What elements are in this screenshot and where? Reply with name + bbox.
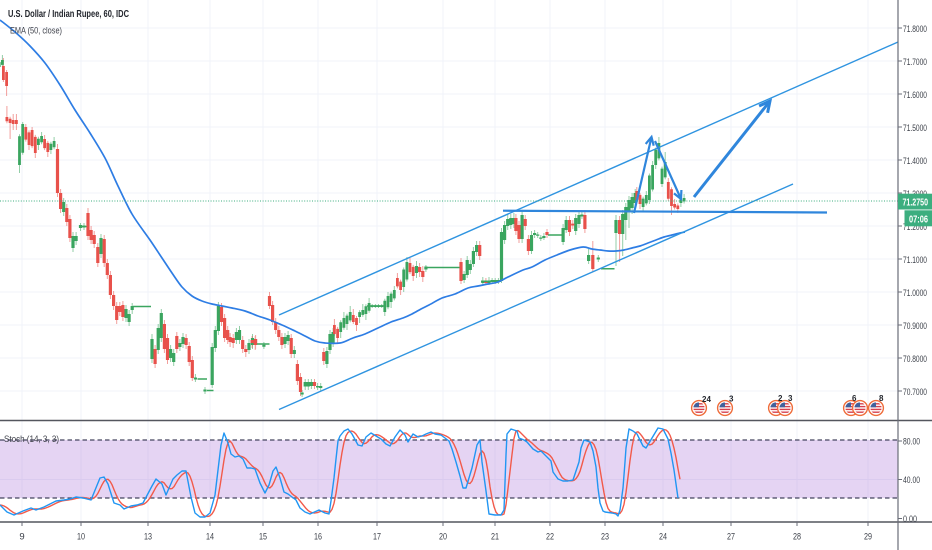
svg-text:71.8000: 71.8000 xyxy=(903,24,927,35)
svg-text:22: 22 xyxy=(546,532,554,543)
svg-text:21: 21 xyxy=(491,532,499,543)
svg-text:2: 2 xyxy=(778,394,783,403)
svg-text:29: 29 xyxy=(864,532,872,543)
svg-text:9: 9 xyxy=(19,532,24,543)
svg-text:71.1000: 71.1000 xyxy=(903,255,927,266)
svg-text:EMA (50, close): EMA (50, close) xyxy=(10,26,62,37)
svg-text:71.2750: 71.2750 xyxy=(903,197,929,209)
svg-text:71.0000: 71.0000 xyxy=(903,288,927,299)
svg-text:8: 8 xyxy=(879,394,884,403)
svg-text:3: 3 xyxy=(729,395,734,404)
svg-text:27: 27 xyxy=(727,532,735,543)
svg-text:23: 23 xyxy=(601,532,609,543)
svg-text:20: 20 xyxy=(439,532,447,543)
svg-text:70.8000: 70.8000 xyxy=(903,354,927,365)
svg-text:24: 24 xyxy=(659,532,667,543)
svg-text:0.00: 0.00 xyxy=(903,514,917,525)
svg-text:3: 3 xyxy=(788,394,793,403)
svg-text:17: 17 xyxy=(373,532,381,543)
svg-text:13: 13 xyxy=(144,532,152,543)
svg-text:10: 10 xyxy=(77,532,85,543)
svg-text:70.7000: 70.7000 xyxy=(903,387,927,398)
svg-text:16: 16 xyxy=(314,532,322,543)
svg-text:71.6000: 71.6000 xyxy=(903,90,927,101)
svg-text:24: 24 xyxy=(702,395,711,404)
svg-text:80.00: 80.00 xyxy=(903,437,920,448)
svg-text:15: 15 xyxy=(259,532,267,543)
svg-text:40.00: 40.00 xyxy=(903,475,920,486)
svg-text:14: 14 xyxy=(206,532,214,543)
svg-text:71.2000: 71.2000 xyxy=(903,222,927,233)
svg-text:71.5000: 71.5000 xyxy=(903,123,927,134)
svg-text:71.7000: 71.7000 xyxy=(903,57,927,68)
svg-text:Stoch (14, 3, 3): Stoch (14, 3, 3) xyxy=(4,434,59,445)
svg-text:6: 6 xyxy=(852,394,857,403)
svg-text:28: 28 xyxy=(793,532,801,543)
svg-text:U.S. Dollar / Indian Rupee, 60: U.S. Dollar / Indian Rupee, 60, IDC xyxy=(8,9,129,20)
svg-text:71.4000: 71.4000 xyxy=(903,156,927,167)
svg-text:70.9000: 70.9000 xyxy=(903,321,927,332)
svg-text:07:06: 07:06 xyxy=(909,214,928,225)
